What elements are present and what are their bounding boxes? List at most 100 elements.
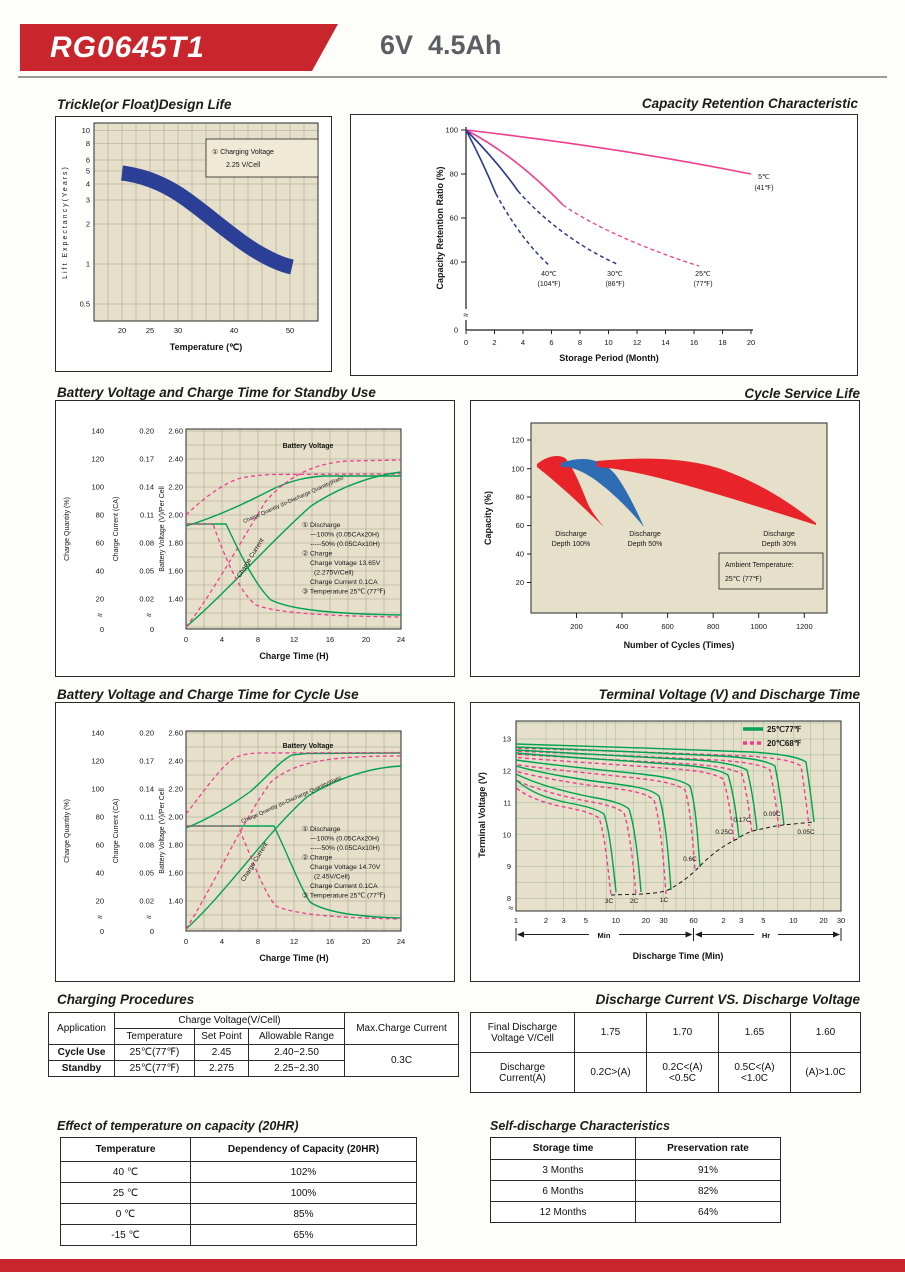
row-label-final-discharge: Final Discharge Voltage V/Cell (470, 1012, 575, 1053)
svg-text:Discharge: Discharge (629, 531, 661, 538)
svg-text:2: 2 (722, 916, 726, 925)
svg-text:16: 16 (326, 635, 334, 644)
table-row: Cycle Use 25℃(77℉) 2.45 2.40~2.50 0.3C (48, 1044, 460, 1077)
svg-text:20: 20 (747, 338, 755, 347)
cell-temperature: 25℃(77℉) (114, 1060, 195, 1077)
y-ticks: 120 100 80 60 40 20 (511, 436, 524, 587)
cell-storage: 3 Months (490, 1159, 636, 1181)
svg-text:10: 10 (82, 126, 90, 135)
svg-text:3: 3 (86, 196, 90, 205)
svg-text:16: 16 (326, 937, 334, 946)
svg-text:③ Temperature 25℃ (77℉): ③ Temperature 25℃ (77℉) (302, 588, 386, 596)
y-ticks: 10 8 6 5 4 3 2 1 0.5 (80, 126, 90, 309)
ambient-line2: 25℃ (77℉) (725, 576, 762, 583)
grid (186, 430, 401, 628)
svg-text:8: 8 (256, 937, 260, 946)
brand-banner: RG0645T1 (20, 24, 338, 71)
charge-quantity-dashed (185, 459, 402, 628)
curve-2c (516, 773, 642, 893)
battery-voltage-dashed (185, 751, 402, 815)
curve-label-battery-voltage: Battery Voltage (283, 443, 334, 450)
region-depth-30 (597, 458, 816, 525)
charge-current-ticks: 0.20 0.17 0.14 0.11 0.08 0.05 0.02 (139, 427, 154, 604)
table-row: 6 Months 82% (490, 1180, 781, 1202)
temp-effect-table: Temperature Dependency of Capacity (20HR… (60, 1137, 417, 1246)
svg-text:1.60: 1.60 (168, 567, 183, 576)
battery-voltage-axis-label: Battery Voltage (V)/Per Cell (159, 486, 166, 572)
svg-text:Charge Voltage 13.65V: Charge Voltage 13.65V (310, 560, 381, 567)
curve-0_25c (516, 752, 740, 839)
svg-text:50: 50 (286, 326, 294, 335)
svg-text:3C: 3C (605, 898, 614, 905)
cell-current-range: 0.2C>(A) (574, 1052, 647, 1093)
svg-text:0: 0 (454, 326, 458, 335)
header-temperature: Temperature (60, 1137, 191, 1162)
cq-zero: 0 (100, 927, 104, 936)
header-application: Application (48, 1012, 115, 1045)
title-temp-effect: Effect of temperature on capacity (20HR) (57, 1119, 299, 1133)
header-allowable-range: Allowable Range (247, 1028, 346, 1045)
svg-text:Charge Voltage 14.70V: Charge Voltage 14.70V (310, 864, 381, 871)
svg-text:—100% (0.05CAx20H): —100% (0.05CAx20H) (310, 836, 379, 843)
curve-30c-solid (465, 129, 519, 192)
hr-segment-label: Hr (762, 931, 770, 940)
x-axis-label: Temperature (℃) (170, 342, 242, 352)
cell-storage: 6 Months (490, 1180, 636, 1202)
svg-text:(2.45V/Cell): (2.45V/Cell) (314, 874, 350, 881)
svg-text:0.11: 0.11 (140, 511, 154, 520)
capacity-retention-panel: ≈ 100 80 60 40 0 0 2 4 6 8 10 12 14 16 18 20 40℃ (104℉… (350, 114, 858, 376)
standby-charge-chart: Battery Voltage Charge Quantity (to-Disc… (64, 427, 405, 661)
curve-40c-solid (465, 129, 497, 195)
svg-text:① Discharge: ① Discharge (302, 521, 341, 529)
x-ticks-min: 1 2 3 5 10 20 30 60 (514, 916, 698, 925)
svg-text:0: 0 (464, 338, 468, 347)
svg-text:0.17: 0.17 (139, 455, 154, 464)
curve-0_6c (516, 759, 701, 868)
svg-text:100: 100 (511, 464, 524, 473)
svg-text:60: 60 (96, 841, 104, 850)
svg-text:8: 8 (507, 894, 511, 903)
svg-text:0.14: 0.14 (139, 483, 154, 492)
region-depth-50 (561, 458, 644, 527)
svg-text:0: 0 (184, 635, 188, 644)
design-life-chart: ① Charging Voltage 2.25 V/Cell 108654321… (62, 122, 319, 352)
charge-quantity-axis-label: Charge Quantity (%) (64, 799, 71, 863)
svg-text:(41℉): (41℉) (754, 185, 773, 192)
curve-label-battery-voltage: Battery Voltage (283, 743, 334, 750)
cell-current-range: 0.5C<(A)<1.0C (718, 1052, 791, 1093)
svg-text:120: 120 (91, 757, 104, 766)
svg-text:200: 200 (570, 622, 583, 631)
svg-text:20: 20 (362, 937, 370, 946)
svg-text:(86℉): (86℉) (605, 281, 624, 288)
min-segment-label: Min (598, 931, 611, 940)
row-label-discharge-current: Discharge Current(A) (470, 1052, 575, 1093)
svg-text:4: 4 (220, 635, 224, 644)
svg-text:80: 80 (96, 511, 104, 520)
rate-labels: 3C 2C 1C 0.6C 0.25C 0.17C 0.09C 0.05C (605, 811, 815, 905)
svg-text:120: 120 (511, 436, 524, 445)
svg-text:25℃: 25℃ (695, 271, 711, 278)
svg-text:2.40: 2.40 (168, 757, 183, 766)
curve-3c (516, 779, 617, 893)
svg-text:24: 24 (397, 635, 405, 644)
table-row: 25 ℃ 100% (60, 1182, 417, 1204)
svg-text:14: 14 (661, 338, 669, 347)
series-labels: 40℃ (104℉) 30℃ (86℉) 25℃ (77℉) 5℃ (41℉) (537, 174, 773, 288)
svg-text:30: 30 (837, 916, 845, 925)
svg-text:25: 25 (146, 326, 154, 335)
cell-application: Cycle Use (48, 1044, 115, 1061)
cell-storage: 12 Months (490, 1201, 636, 1223)
svg-text:6: 6 (549, 338, 553, 347)
svg-text:10: 10 (789, 916, 797, 925)
standby-charge-panel: Battery Voltage Charge Quantity (to-Disc… (55, 400, 455, 677)
header-rule (18, 76, 887, 78)
cell-current-range: 0.2C<(A)<0.5C (646, 1052, 719, 1093)
svg-text:2: 2 (86, 220, 90, 229)
svg-text:③ Temperature 25℃ (77℉): ③ Temperature 25℃ (77℉) (302, 892, 386, 900)
curve-25c-solid (465, 129, 564, 206)
footer-bar (0, 1259, 905, 1272)
svg-text:2.40: 2.40 (168, 455, 183, 464)
svg-text:20: 20 (516, 578, 524, 587)
cell-capacity: 85% (190, 1203, 417, 1225)
region-labels: Discharge Depth 100% Discharge Depth 50%… (552, 531, 797, 548)
